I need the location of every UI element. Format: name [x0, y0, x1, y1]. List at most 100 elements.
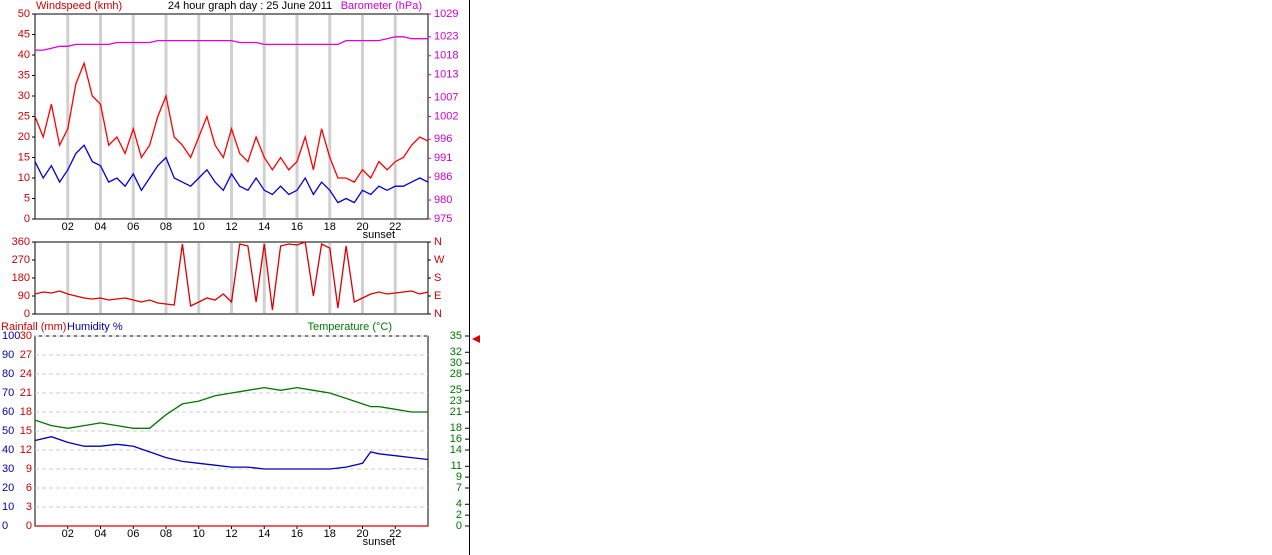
y2-tick-label: 2 — [456, 509, 462, 521]
y-tick-label: 100 — [2, 330, 20, 342]
series-line — [34, 61, 429, 183]
rain-tick-label: 9 — [26, 463, 32, 475]
y-tick-label: 30 — [18, 90, 30, 102]
temp-marker — [472, 335, 480, 343]
y-tick-label: 50 — [2, 425, 14, 437]
y2-tick-label: 1018 — [434, 50, 458, 62]
y-tick-label: 80 — [2, 368, 14, 380]
rain-tick-label: 24 — [20, 368, 32, 380]
y2-tick-label: 1023 — [434, 31, 458, 43]
y2-tick-label: 21 — [450, 406, 462, 418]
y-tick-label: 35 — [18, 69, 30, 81]
y2-tick-label: N — [434, 308, 442, 320]
y-tick-label: 10 — [18, 172, 30, 184]
x-tick-label: 22 — [389, 528, 401, 540]
x-tick-label: 16 — [291, 528, 303, 540]
y-tick-label: 20 — [2, 482, 14, 494]
y2-tick-label: 991 — [434, 152, 452, 164]
y2-label: Temperature (°C) — [308, 321, 392, 333]
y2-tick-label: 30 — [450, 357, 462, 369]
x-tick-label: 14 — [258, 528, 270, 540]
y2-tick-label: 18 — [450, 422, 462, 434]
rain-tick-label: 15 — [20, 425, 32, 437]
x-tick-label: 10 — [193, 221, 205, 233]
x-tick-label: 08 — [160, 221, 172, 233]
x-tick-label: 04 — [94, 221, 106, 233]
y-tick-label: 10 — [2, 501, 14, 513]
y-tick-label: 360 — [12, 236, 30, 248]
y-tick-label: 0 — [2, 520, 8, 532]
y2-tick-label: 1007 — [434, 91, 458, 103]
y-tick-label: 0 — [24, 213, 30, 225]
annotation: sunset — [363, 536, 395, 548]
y2-tick-label: 986 — [434, 171, 452, 183]
series-line — [34, 386, 428, 429]
y2-tick-label: 1002 — [434, 110, 458, 122]
x-tick-label: 18 — [324, 528, 336, 540]
y2-tick-label: 996 — [434, 133, 452, 145]
rain-tick-label: 12 — [20, 444, 32, 456]
series-line — [35, 36, 428, 51]
chart-title: 24 hour graph day : 25 June 2011 — [168, 0, 332, 12]
y2-tick-label: 4 — [456, 498, 462, 510]
rain-label: Rainfall (mm) — [1, 321, 66, 333]
x-tick-label: 06 — [127, 528, 139, 540]
y2-tick-label: 1029 — [434, 8, 458, 20]
y-label: Humidity % — [67, 321, 123, 333]
x-tick-label: 12 — [225, 221, 237, 233]
y-tick-label: 60 — [2, 406, 14, 418]
y2-tick-label: S — [434, 272, 441, 284]
y-tick-label: 90 — [2, 349, 14, 361]
y-tick-label: 0 — [24, 308, 30, 320]
x-tick-label: 08 — [160, 528, 172, 540]
y2-tick-label: E — [434, 290, 441, 302]
x-tick-label: 06 — [127, 221, 139, 233]
y-tick-label: 40 — [2, 444, 14, 456]
x-tick-label: 20 — [356, 528, 368, 540]
y2-tick-label: W — [434, 254, 445, 266]
rain-tick-label: 21 — [20, 387, 32, 399]
x-tick-label: 02 — [62, 221, 74, 233]
y2-tick-label: 9 — [456, 471, 462, 483]
y-tick-label: 90 — [18, 290, 30, 302]
y2-tick-label: 1013 — [434, 69, 458, 81]
y-tick-label: 25 — [18, 110, 30, 122]
rain-tick-label: 18 — [20, 406, 32, 418]
y-tick-label: 180 — [12, 272, 30, 284]
y-tick-label: 50 — [18, 8, 30, 20]
annotation: sunset — [363, 229, 395, 241]
x-tick-label: 12 — [225, 528, 237, 540]
y2-tick-label: 975 — [434, 213, 452, 225]
y-tick-label: 270 — [12, 254, 30, 266]
y-label: Windspeed (kmh) — [36, 0, 122, 12]
y-tick-label: 40 — [18, 49, 30, 61]
y-tick-label: 45 — [18, 28, 30, 40]
x-tick-label: 20 — [356, 221, 368, 233]
y-tick-label: 20 — [18, 131, 30, 143]
y2-tick-label: N — [434, 236, 442, 248]
y2-tick-label: 32 — [450, 346, 462, 358]
x-tick-label: 04 — [94, 528, 106, 540]
y2-tick-label: 28 — [450, 368, 462, 380]
y2-tick-label: 16 — [450, 433, 462, 445]
y-tick-label: 70 — [2, 387, 14, 399]
y-tick-label: 30 — [2, 463, 14, 475]
y2-tick-label: 25 — [450, 384, 462, 396]
y2-tick-label: 0 — [456, 520, 462, 532]
rain-tick-label: 6 — [26, 482, 32, 494]
x-tick-label: 02 — [62, 528, 74, 540]
y-tick-label: 5 — [24, 192, 30, 204]
x-tick-label: 18 — [324, 221, 336, 233]
y2-tick-label: 7 — [456, 482, 462, 494]
series-line — [34, 436, 429, 470]
x-tick-label: 22 — [389, 221, 401, 233]
rain-tick-label: 30 — [20, 330, 32, 342]
series-line — [34, 144, 429, 204]
y2-tick-label: 23 — [450, 395, 462, 407]
x-tick-label: 14 — [258, 221, 270, 233]
y2-tick-label: 980 — [434, 194, 452, 206]
x-tick-label: 16 — [291, 221, 303, 233]
rain-tick-label: 27 — [20, 349, 32, 361]
y2-label: Barometer (hPa) — [341, 0, 422, 12]
